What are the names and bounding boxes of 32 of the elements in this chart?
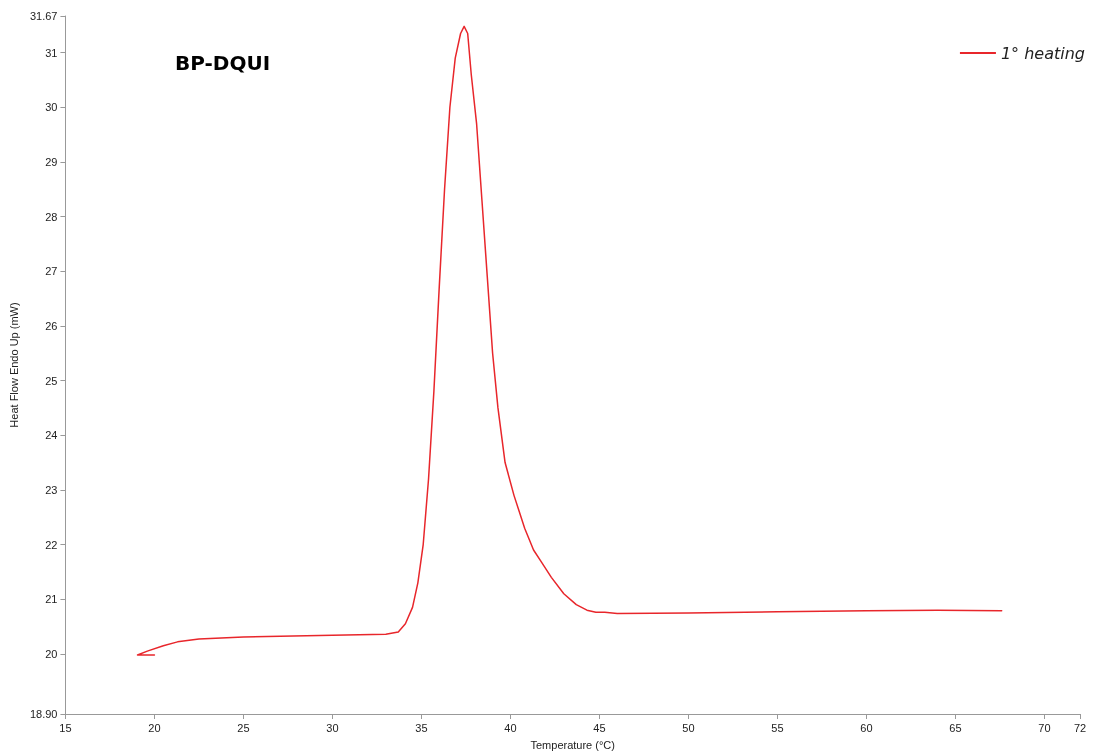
- y-tick-label: 26: [45, 319, 58, 332]
- y-tick-label: 31.67: [29, 10, 58, 22]
- y-tick-label: 27: [45, 265, 58, 278]
- x-tick-label: 30: [326, 721, 339, 734]
- y-tick-label: 29: [45, 155, 58, 168]
- x-tick-label: 65: [949, 721, 962, 734]
- legend-label: 1° heating: [1000, 43, 1086, 63]
- y-tick-label: 20: [45, 647, 58, 660]
- x-tick-label: 15: [59, 721, 72, 734]
- x-tick-label: 35: [415, 721, 428, 734]
- y-tick-label: 30: [45, 101, 58, 114]
- x-tick-label: 70: [1038, 721, 1051, 734]
- x-tick-label: 40: [504, 721, 517, 734]
- x-tick-label: 20: [148, 721, 161, 734]
- x-tick-label: 55: [771, 721, 784, 734]
- y-tick-label: 28: [45, 210, 58, 223]
- y-tick-label: 21: [45, 593, 58, 606]
- x-tick-label: 60: [860, 721, 873, 734]
- x-tick-label: 25: [237, 721, 250, 734]
- y-tick-label: 24: [45, 429, 58, 442]
- y-tick-label: 25: [45, 374, 58, 387]
- x-tick-label: 50: [682, 721, 695, 734]
- x-axis-title: Temperature (°C): [530, 738, 615, 751]
- line-series: [136, 25, 1003, 656]
- x-tick-label: 72: [1073, 721, 1087, 734]
- y-tick-label: 18.90: [29, 708, 58, 720]
- y-tick-label: 31: [45, 46, 58, 59]
- text: BP-DQUI: [175, 51, 271, 75]
- y-axis-title: Heat Flow Endo Up (mW): [7, 302, 20, 428]
- y-tick-label: 23: [45, 483, 58, 496]
- x-tick-label: 45: [593, 721, 606, 734]
- y-tick-label: 22: [45, 538, 58, 551]
